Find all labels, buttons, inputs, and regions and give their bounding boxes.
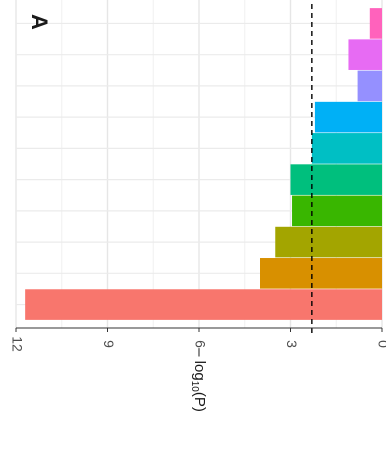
bar: [260, 258, 382, 289]
axis-title: – log10(P): [189, 348, 208, 412]
tick-label: 0: [375, 340, 386, 348]
tick-label: 9: [101, 340, 117, 348]
tick-label: 6: [192, 340, 208, 348]
tick-label: 3: [284, 340, 300, 348]
plot-area: 0 3 6 9 12 – log10(P): [9, 0, 386, 412]
bar: [312, 133, 382, 164]
bar: [370, 8, 382, 39]
bar: [275, 227, 382, 258]
bar: [25, 289, 382, 320]
bar: [291, 164, 383, 195]
bar: [315, 102, 382, 133]
tick-label: 12: [9, 336, 25, 352]
bar: [348, 39, 382, 70]
bar: [292, 196, 382, 227]
panel-label: A: [27, 14, 52, 30]
bar: [358, 71, 382, 102]
